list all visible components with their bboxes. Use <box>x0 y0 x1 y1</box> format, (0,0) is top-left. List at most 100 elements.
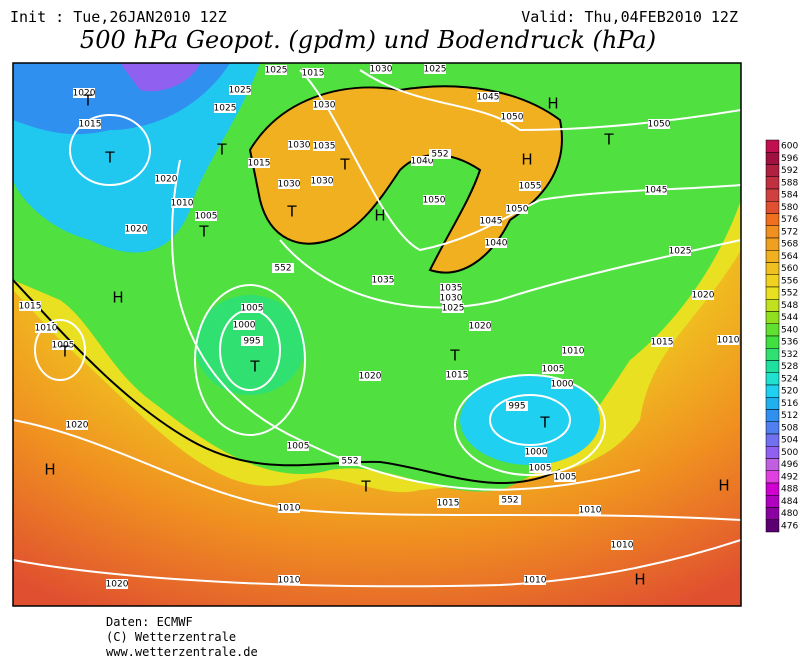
footer-line: Daten: ECMWF <box>106 615 193 629</box>
colorbar-label: 600 <box>781 142 798 152</box>
pressure-center: H <box>44 461 55 479</box>
isobar-label: 1045 <box>645 186 668 196</box>
colorbar-cell <box>765 433 780 447</box>
isobar-label: 1040 <box>411 157 434 167</box>
colorbar-label: 524 <box>781 374 798 384</box>
colorbar-cell <box>765 323 780 337</box>
colorbar-label: 488 <box>781 485 798 495</box>
colorbar-cell <box>765 507 780 520</box>
colorbar-cell <box>765 335 780 349</box>
isobar-label: 1050 <box>506 205 529 215</box>
isobar-label: 1010 <box>35 324 58 334</box>
label-box <box>278 575 300 585</box>
isobar-label: 1015 <box>651 338 674 348</box>
label-box <box>313 100 335 110</box>
label-box <box>359 371 381 381</box>
colorbar-label: 576 <box>781 215 798 225</box>
isobar-label: 1055 <box>519 182 542 192</box>
label-box <box>214 103 236 113</box>
colorbar-label: 492 <box>781 472 798 482</box>
isobar-label: 1000 <box>233 321 256 331</box>
colorbar-cell <box>765 225 780 239</box>
isobar-label: 552 <box>431 150 448 160</box>
colorbar-cell <box>765 299 780 312</box>
colorbar-label: 548 <box>781 301 798 311</box>
isobar <box>454 374 606 476</box>
colorbar-label: 480 <box>781 509 798 519</box>
label-box <box>272 263 294 273</box>
isobar-label: 1005 <box>195 212 218 222</box>
isobar-label: 1025 <box>265 66 288 76</box>
isobar <box>194 284 306 436</box>
colorbar-label: 516 <box>781 399 798 409</box>
isobar <box>171 159 641 491</box>
isobar-label: 1030 <box>370 65 393 75</box>
isobar-label: 1005 <box>52 341 75 351</box>
label-box <box>35 323 57 333</box>
colorbar-label: 536 <box>781 338 798 348</box>
colorbar-cell <box>765 470 780 484</box>
isobar-label: 1025 <box>229 86 252 96</box>
colorbar-label: 560 <box>781 264 798 274</box>
label-box <box>311 176 333 186</box>
isobar-label: 1005 <box>542 365 565 375</box>
isobar-label: 1005 <box>529 464 552 474</box>
label-box <box>506 401 528 411</box>
colorbar-cell <box>765 397 780 410</box>
label-box <box>288 140 310 150</box>
label-box <box>195 211 217 221</box>
label-box <box>477 92 499 102</box>
pressure-center: T <box>539 414 550 432</box>
isobar-label: 1025 <box>214 104 237 114</box>
isobar-label: 1000 <box>551 380 574 390</box>
colorbar-label: 592 <box>781 166 798 176</box>
label-box <box>424 64 446 74</box>
label-box <box>125 224 147 234</box>
colorbar-label: 584 <box>781 191 798 201</box>
label-box <box>499 495 521 505</box>
map-field: 1020T1015T102010101005T1020H101510101005… <box>13 63 741 606</box>
colorbar-cell <box>765 250 780 263</box>
colorbar-label: 588 <box>781 178 798 188</box>
colorbar-label: 484 <box>781 497 798 507</box>
contour-552 <box>13 279 561 484</box>
label-box <box>79 119 101 129</box>
colorbar-cell <box>765 188 780 202</box>
footer-line: (C) Wetterzentrale <box>106 630 236 644</box>
isobar-label: 1020 <box>66 421 89 431</box>
label-box <box>155 174 177 184</box>
isobar-label: 1040 <box>485 239 508 249</box>
colorbar-label: 568 <box>781 240 798 250</box>
label-box <box>423 195 445 205</box>
colorbar-label: 512 <box>781 411 798 421</box>
isobar-label: 1005 <box>241 304 264 314</box>
label-box <box>241 336 263 346</box>
label-box <box>717 335 739 345</box>
valid-time: Valid: Thu,04FEB2010 12Z <box>521 8 738 26</box>
isobar-label: 1020 <box>469 322 492 332</box>
colorbar-cell <box>765 348 780 361</box>
pressure-center: H <box>112 289 123 307</box>
label-box <box>241 303 263 313</box>
colorbar-label: 564 <box>781 252 798 262</box>
colorbar-cell <box>765 262 780 275</box>
label-box <box>429 149 451 159</box>
isobar-label: 1025 <box>669 247 692 257</box>
isobar-label: 1020 <box>125 225 148 235</box>
label-box <box>529 463 551 473</box>
pressure-center: H <box>374 207 385 225</box>
colorbar-label: 556 <box>781 276 798 286</box>
isobar-label: 552 <box>274 264 291 274</box>
colorbar-label: 508 <box>781 423 798 433</box>
isobar-label: 1045 <box>480 217 503 227</box>
coldest-field <box>120 63 200 92</box>
pressure-center: H <box>634 571 645 589</box>
colorbar-cell <box>765 495 780 508</box>
map-title: 500 hPa Geopot. (gpdm) und Bodendruck (h… <box>80 26 656 54</box>
footer-line: www.wetterzentrale.de <box>106 645 258 659</box>
pressure-center: T <box>449 347 460 365</box>
label-box <box>501 112 523 122</box>
isobar-label: 1005 <box>554 473 577 483</box>
isobar-label: 1050 <box>648 120 671 130</box>
label-box <box>542 364 564 374</box>
